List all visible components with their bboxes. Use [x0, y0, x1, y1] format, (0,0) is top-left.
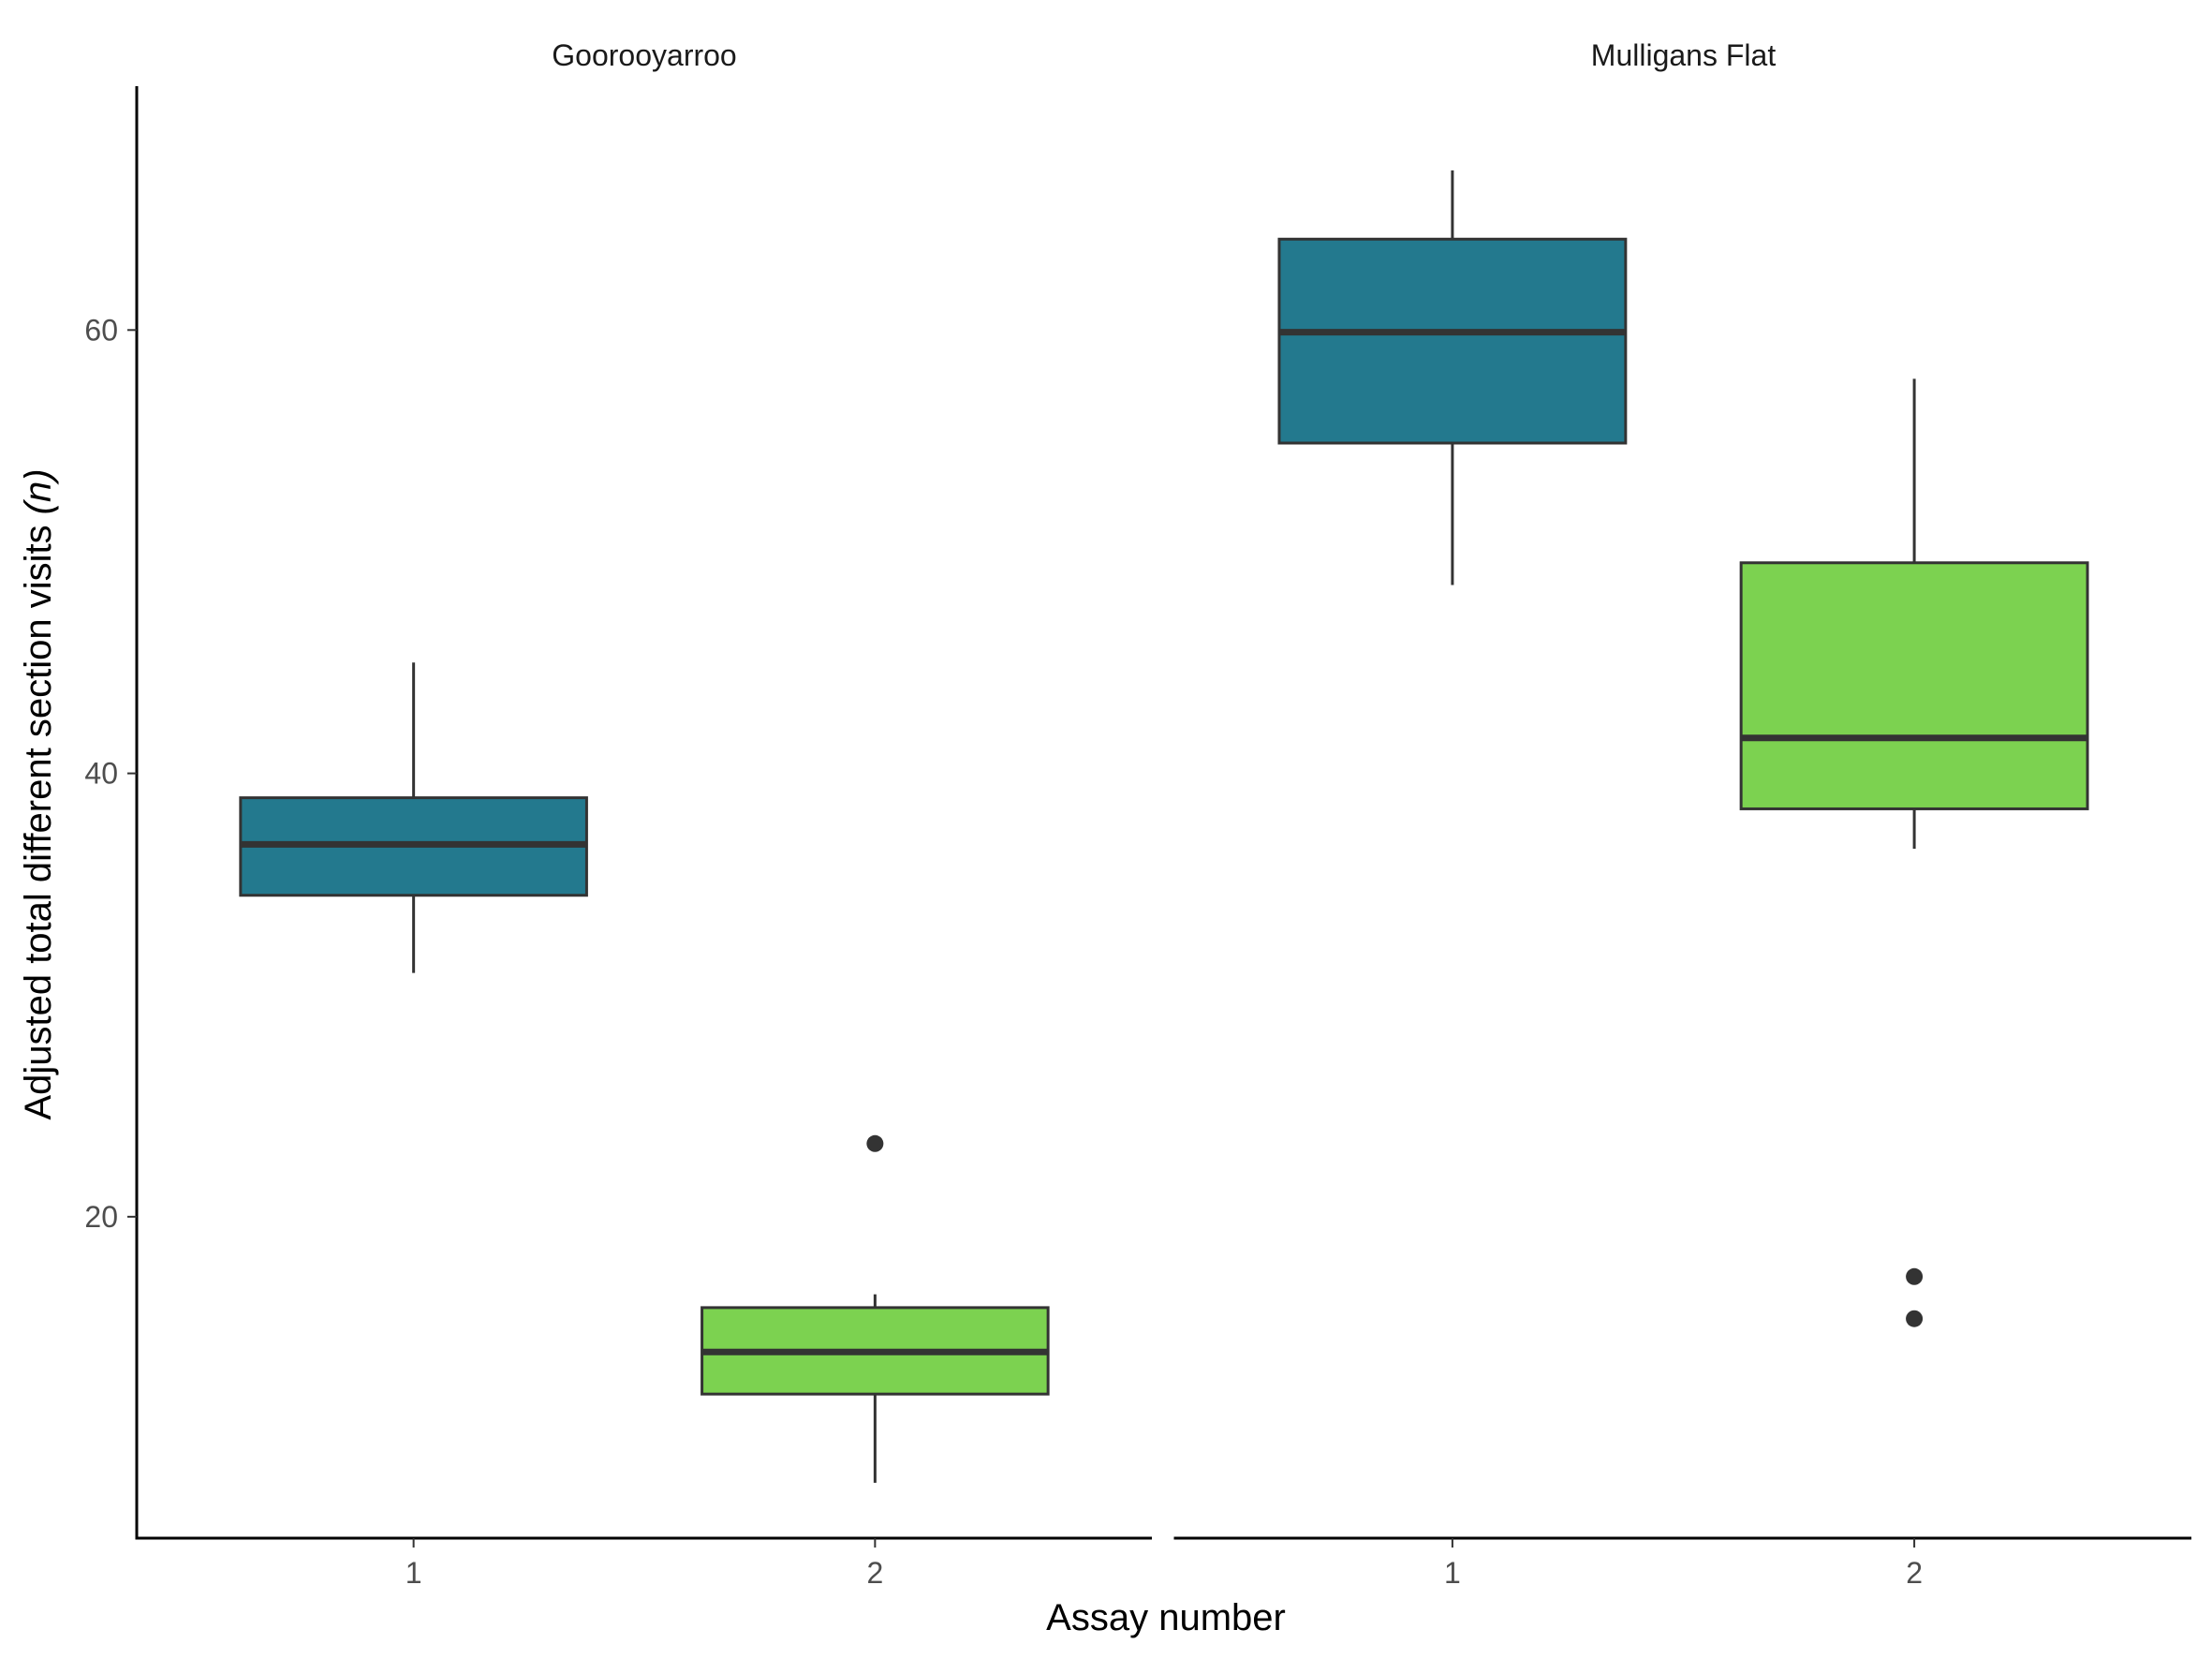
box-goorooyarroo-assay-2	[702, 1135, 1049, 1483]
panels-layer: 20 40 60 Goorooyarroo 1 2 Mulligans Flat 1 2	[84, 38, 2191, 1590]
x-tick-label-goorooyarroo-1: 1	[406, 1556, 422, 1590]
panel-mulligans-flat: Mulligans Flat 1 2	[1174, 38, 2192, 1590]
y-tick-label-40: 40	[84, 757, 118, 791]
outlier-point-2	[1906, 1311, 1923, 1327]
box-goorooyarroo-assay-1	[241, 662, 587, 972]
panel-goorooyarroo: Goorooyarroo 1 2	[136, 38, 1153, 1590]
y-tick-label-20: 20	[84, 1200, 118, 1234]
outlier-point-1	[866, 1135, 883, 1152]
box-iqr	[1741, 563, 2087, 809]
box-mulligans-flat-assay-2	[1741, 378, 2087, 1326]
y-axis-title-italic: (n)	[18, 468, 59, 514]
box-mulligans-flat-assay-1	[1279, 170, 1626, 585]
panel-title-goorooyarroo: Goorooyarroo	[552, 38, 736, 72]
box-iqr	[1279, 239, 1626, 443]
y-tick-label-60: 60	[84, 313, 118, 347]
panel-title-mulligans-flat: Mulligans Flat	[1591, 38, 1777, 72]
outlier-point-1	[1906, 1268, 1923, 1285]
y-axis-title: Adjusted total different section visits …	[18, 468, 59, 1119]
x-tick-label-mulligans-flat-2: 2	[1906, 1556, 1923, 1590]
x-tick-label-mulligans-flat-1: 1	[1444, 1556, 1461, 1590]
y-axis-title-main: Adjusted total different section visits	[18, 514, 59, 1119]
x-axis-title: Assay number	[1046, 1597, 1286, 1638]
x-tick-label-goorooyarroo-2: 2	[866, 1556, 883, 1590]
